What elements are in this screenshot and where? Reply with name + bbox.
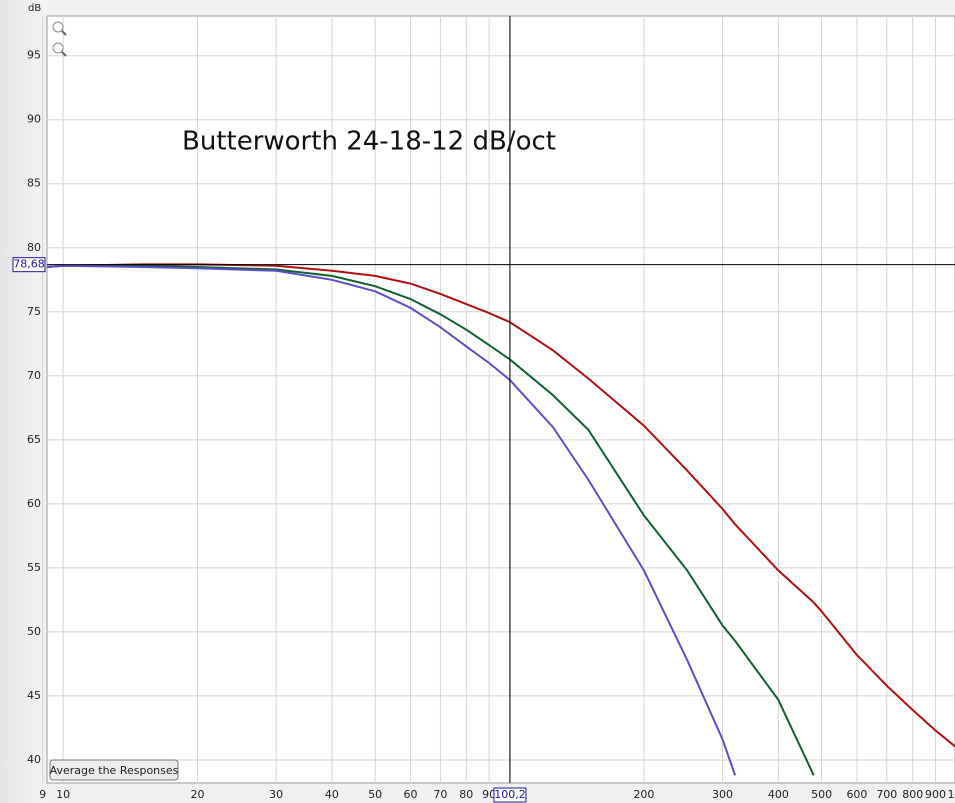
cursor-y-box: [12, 257, 46, 273]
line-series: [46, 264, 737, 776]
x-tick-label: 70: [433, 788, 447, 801]
x-tick-label: 9: [39, 788, 46, 801]
y-axis-label: dB: [28, 3, 41, 14]
overlay: 100,2 78,68: [12, 16, 955, 803]
x-tick-label: 10: [56, 788, 70, 801]
x-tick-label: 700: [876, 788, 897, 801]
y-tick-label: 60: [27, 497, 41, 510]
x-tick-label: 80: [459, 788, 473, 801]
axis-panel: [0, 0, 47, 803]
plot-area: [46, 15, 955, 784]
x-tick-label: 500: [811, 788, 832, 801]
line-series: [46, 264, 815, 776]
y-tick-label: 40: [27, 753, 41, 766]
x-tick-label: 90: [482, 788, 496, 801]
x-tick-label: 900: [925, 788, 946, 801]
x-tick-label: 60: [404, 788, 418, 801]
x-tick-label: 20: [191, 788, 205, 801]
y-tick-label: 95: [27, 49, 41, 62]
x-tick-label: 400: [768, 788, 789, 801]
x-tick-label: 300: [712, 788, 733, 801]
cursor-y-label: 78,68: [13, 258, 45, 271]
y-tick-label: 55: [27, 561, 41, 574]
y-tick-label: 90: [27, 113, 41, 126]
x-tick-label: 40: [325, 788, 339, 801]
y-tick-label: 80: [27, 241, 41, 254]
x-tick-label: 200: [633, 788, 654, 801]
zoom-icons[interactable]: [52, 21, 67, 57]
cursor-x-box: [493, 787, 527, 803]
x-tick-label: 50: [368, 788, 382, 801]
y-tick-label: 85: [27, 177, 41, 190]
y-tick-label: 65: [27, 433, 41, 446]
button-label[interactable]: Average the Responses: [50, 764, 179, 777]
y-tick-label: 75: [27, 305, 41, 318]
line-series: [46, 263, 955, 748]
lines: [46, 263, 955, 776]
x-tick-label: 600: [846, 788, 867, 801]
average-button[interactable]: Average the Responses: [49, 759, 179, 781]
chart-title: Butterworth 24-18-12 dB/oct: [182, 127, 556, 157]
x-tick-label: 800: [902, 788, 923, 801]
x-tick-label: 1: [948, 788, 955, 801]
grid: 40 45 50 55 60 65 70 75 80 85 90 95 9 10 20 30 40 50 60 70 8…: [27, 16, 955, 801]
y-tick-label: 50: [27, 625, 41, 638]
cursor-x-label: 100,2: [494, 788, 526, 801]
y-tick-label: 45: [27, 689, 41, 702]
x-tick-label: 30: [269, 788, 283, 801]
y-tick-label: 70: [27, 369, 41, 382]
